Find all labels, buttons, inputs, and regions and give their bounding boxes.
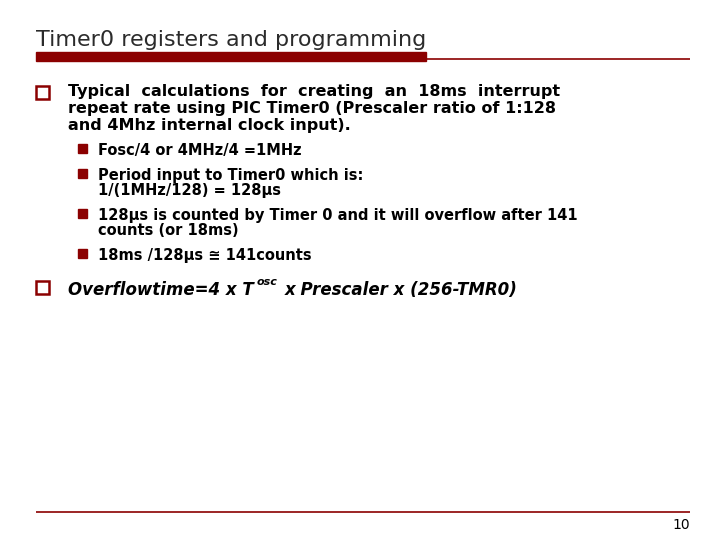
Text: 18ms /128μs ≅ 141counts: 18ms /128μs ≅ 141counts — [98, 248, 312, 263]
Text: Overflowtime=4 x T: Overflowtime=4 x T — [68, 281, 253, 299]
Bar — [78, 209, 87, 218]
Text: Period input to Timer0 which is:: Period input to Timer0 which is: — [98, 168, 364, 183]
Text: Typical  calculations  for  creating  an  18ms  interrupt: Typical calculations for creating an 18m… — [68, 84, 560, 99]
Bar — [36, 281, 49, 294]
Text: counts (or 18ms): counts (or 18ms) — [98, 223, 238, 238]
Text: and 4Mhz internal clock input).: and 4Mhz internal clock input). — [68, 118, 351, 133]
Text: 128μs is counted by Timer 0 and it will overflow after 141: 128μs is counted by Timer 0 and it will … — [98, 208, 577, 223]
Text: osc: osc — [257, 277, 278, 287]
Text: repeat rate using PIC Timer0 (Prescaler ratio of 1:128: repeat rate using PIC Timer0 (Prescaler … — [68, 101, 556, 116]
Bar — [36, 86, 49, 99]
Bar — [78, 249, 87, 258]
Text: Fosc/4 or 4MHz/4 =1MHz: Fosc/4 or 4MHz/4 =1MHz — [98, 143, 302, 158]
Bar — [78, 144, 87, 153]
Text: 1/(1MHz/128) = 128μs: 1/(1MHz/128) = 128μs — [98, 183, 281, 198]
Text: 10: 10 — [672, 518, 690, 532]
Bar — [36, 52, 426, 61]
Bar — [78, 169, 87, 178]
Text: x Prescaler x (256-TMR0): x Prescaler x (256-TMR0) — [285, 281, 518, 299]
Text: Timer0 registers and programming: Timer0 registers and programming — [36, 30, 426, 50]
